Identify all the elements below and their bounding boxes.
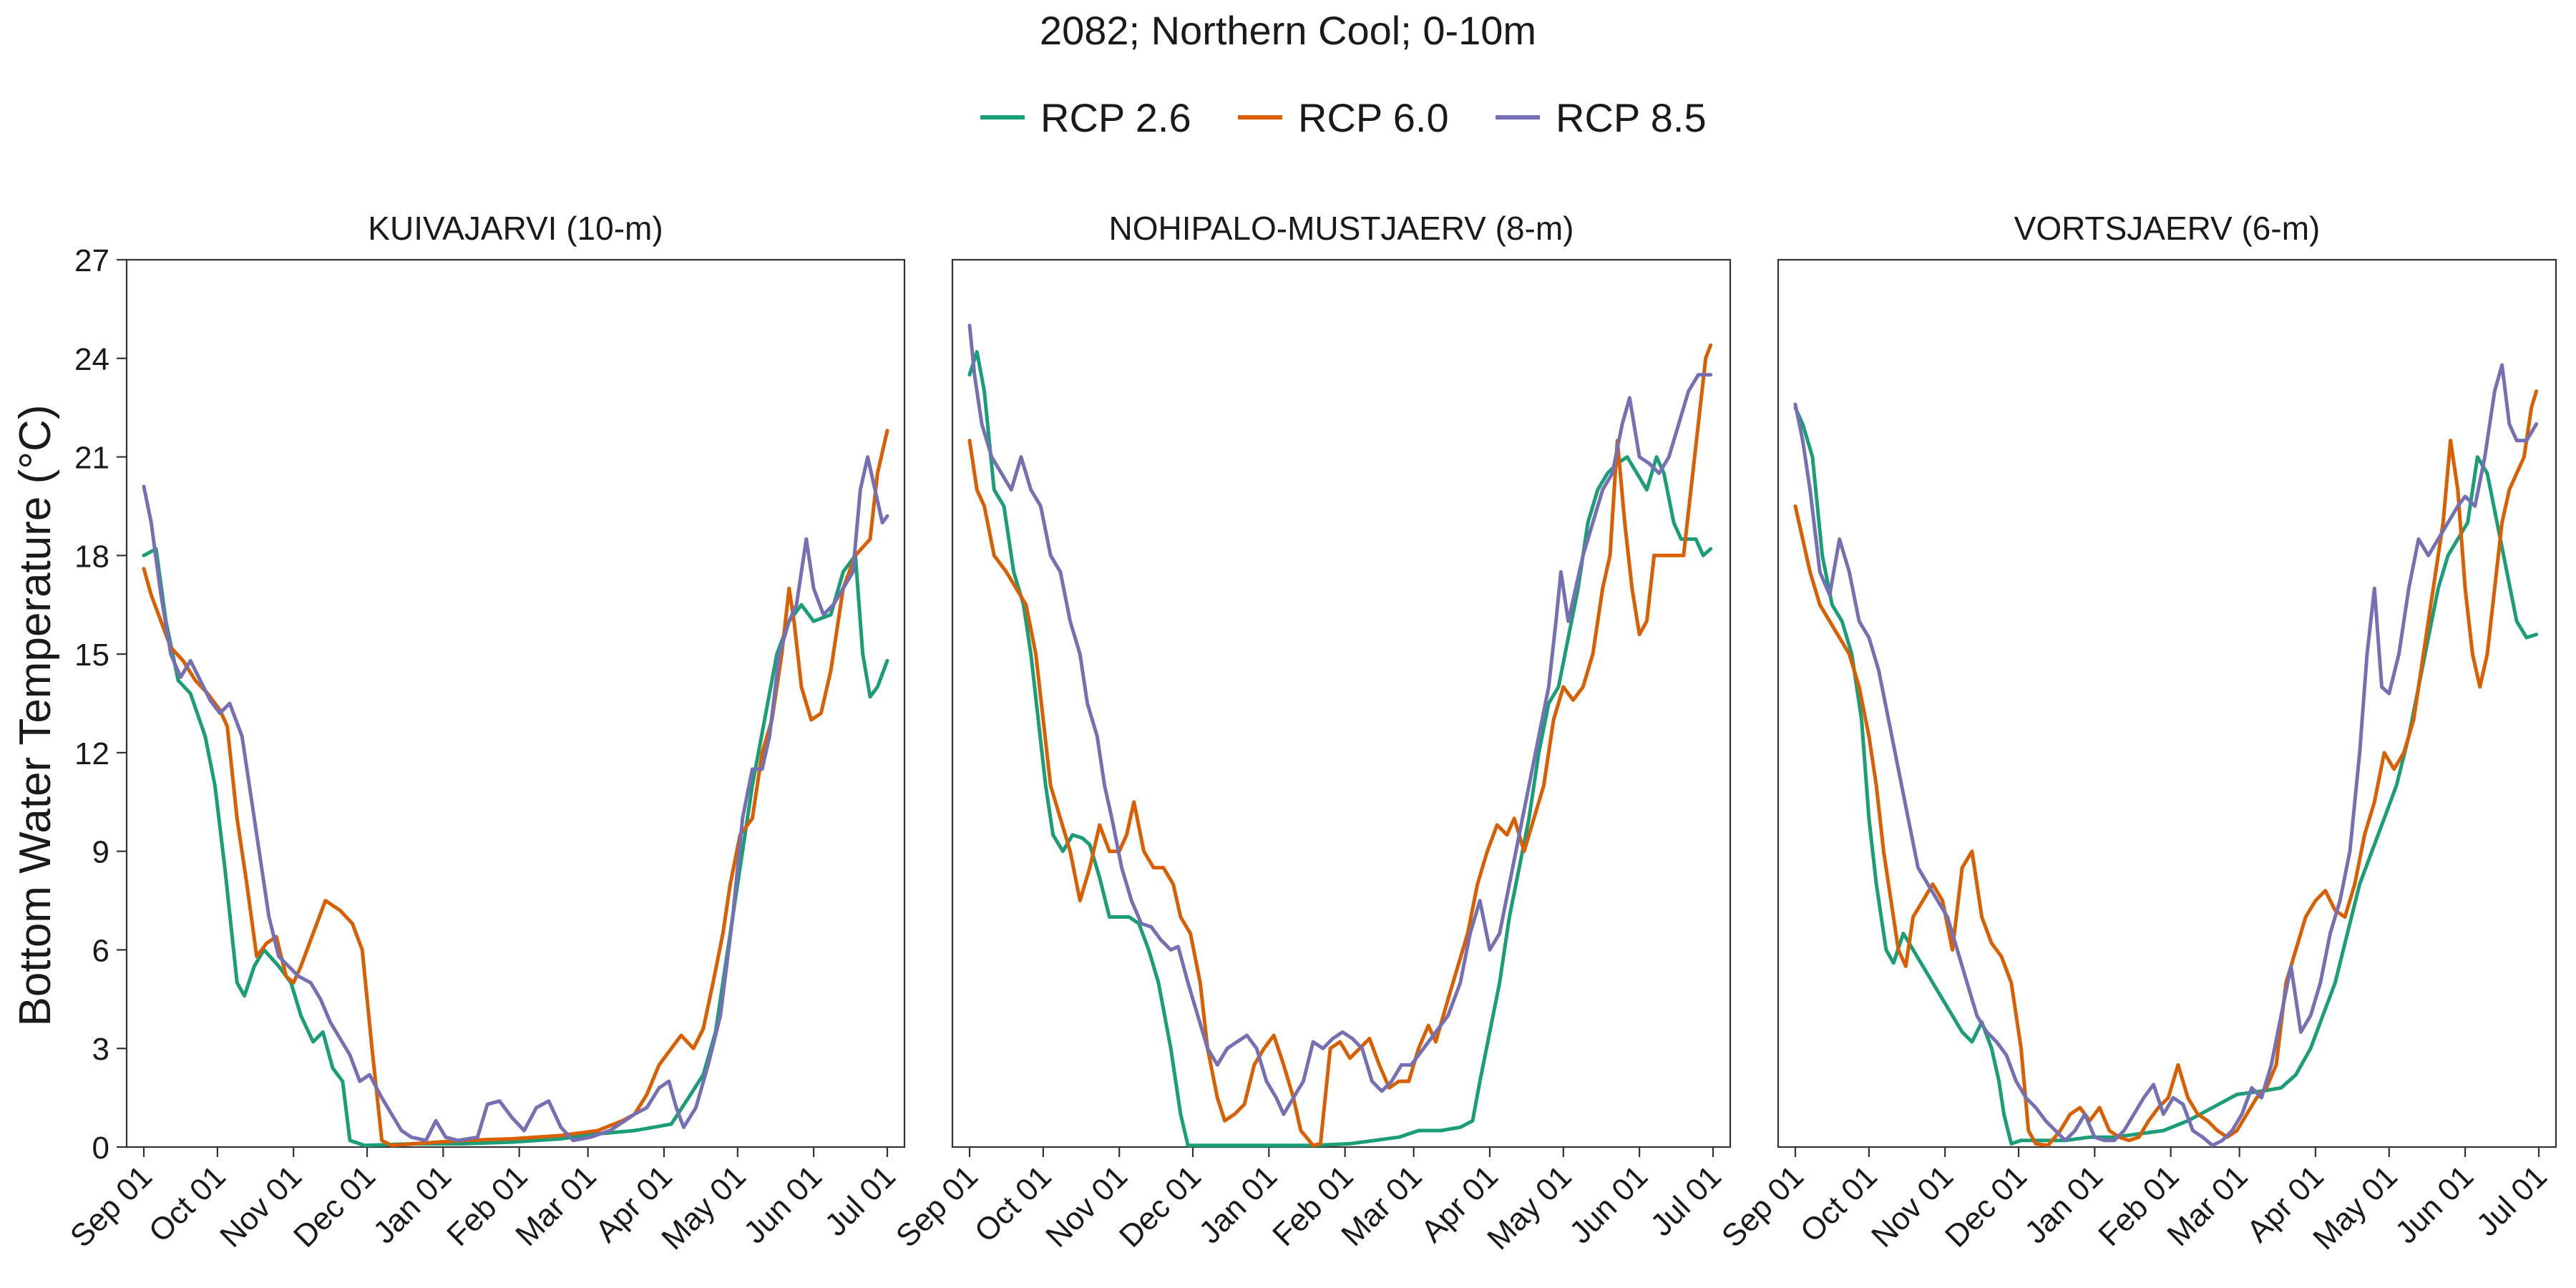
y-tick-label: 15: [74, 638, 109, 673]
x-tick-label: Sep 01: [64, 1158, 159, 1254]
panel-frame: [125, 258, 906, 1148]
chart-title: 2082; Northern Cool; 0-10m: [1040, 8, 1536, 53]
x-tick-label: Jan 01: [2018, 1158, 2109, 1250]
series-line-rcp-6-0: [142, 429, 889, 1148]
series-line-rcp-2-6: [967, 350, 1713, 1148]
x-tick-label: Dec 01: [287, 1158, 382, 1254]
y-tick-label: 9: [92, 835, 109, 870]
x-tick-label: Jul 01: [2469, 1158, 2554, 1243]
series-line-rcp-2-6: [1793, 406, 2539, 1146]
series-line-rcp-8-5: [967, 323, 1713, 1116]
series-line-rcp-6-0: [1793, 389, 2539, 1148]
panel-frame: [1777, 258, 2557, 1148]
x-tick-label: May 01: [655, 1158, 753, 1257]
legend-item: RCP 6.0: [1238, 95, 1449, 140]
legend-item: RCP 8.5: [1496, 95, 1707, 140]
x-tick-label: Sep 01: [889, 1158, 985, 1254]
y-tick-label: 21: [74, 441, 109, 476]
y-tick-label: 18: [74, 539, 109, 574]
y-tick-label: 12: [74, 736, 109, 771]
y-axis-label: Bottom Water Temperature (°C): [11, 405, 60, 1027]
y-tick-label: 6: [92, 933, 109, 968]
y-tick-label: 24: [74, 342, 109, 377]
x-tick-label: Jun 01: [737, 1158, 829, 1250]
legend-item: RCP 2.6: [980, 95, 1191, 140]
series-line-rcp-2-6: [142, 547, 889, 1148]
x-tick-label: Jan 01: [1192, 1158, 1284, 1250]
legend-label: RCP 8.5: [1556, 95, 1707, 140]
x-tick-label: Jun 01: [1563, 1158, 1654, 1250]
x-tick-label: Sep 01: [1715, 1158, 1810, 1254]
panel-frame: [951, 258, 1732, 1148]
panel-title: KUIVAJARVI (10-m): [368, 210, 663, 247]
series-line-rcp-6-0: [967, 343, 1713, 1148]
y-tick-label: 27: [74, 243, 109, 278]
series-line-rcp-8-5: [142, 455, 889, 1143]
panel-title: NOHIPALO-MUSTJAERV (8-m): [1108, 210, 1574, 247]
x-tick-label: Jan 01: [366, 1158, 458, 1250]
y-tick-label: 0: [92, 1131, 109, 1166]
y-tick-label: 3: [92, 1032, 109, 1067]
panel-title: VORTSJAERV (6-m): [2014, 210, 2321, 247]
x-tick-label: Nov 01: [1865, 1158, 1960, 1254]
x-tick-label: Nov 01: [213, 1158, 308, 1254]
x-tick-label: May 01: [1480, 1158, 1579, 1257]
x-tick-label: Nov 01: [1039, 1158, 1134, 1254]
x-tick-label: May 01: [2306, 1158, 2404, 1257]
legend: RCP 2.6 RCP 6.0 RCP 8.5: [980, 95, 1707, 140]
x-tick-label: Dec 01: [1113, 1158, 1208, 1254]
legend-label: RCP 2.6: [1040, 95, 1191, 140]
x-tick-label: Jun 01: [2389, 1158, 2480, 1250]
series-line-rcp-8-5: [1793, 363, 2539, 1148]
x-tick-label: Dec 01: [1938, 1158, 2034, 1254]
legend-label: RCP 6.0: [1298, 95, 1449, 140]
